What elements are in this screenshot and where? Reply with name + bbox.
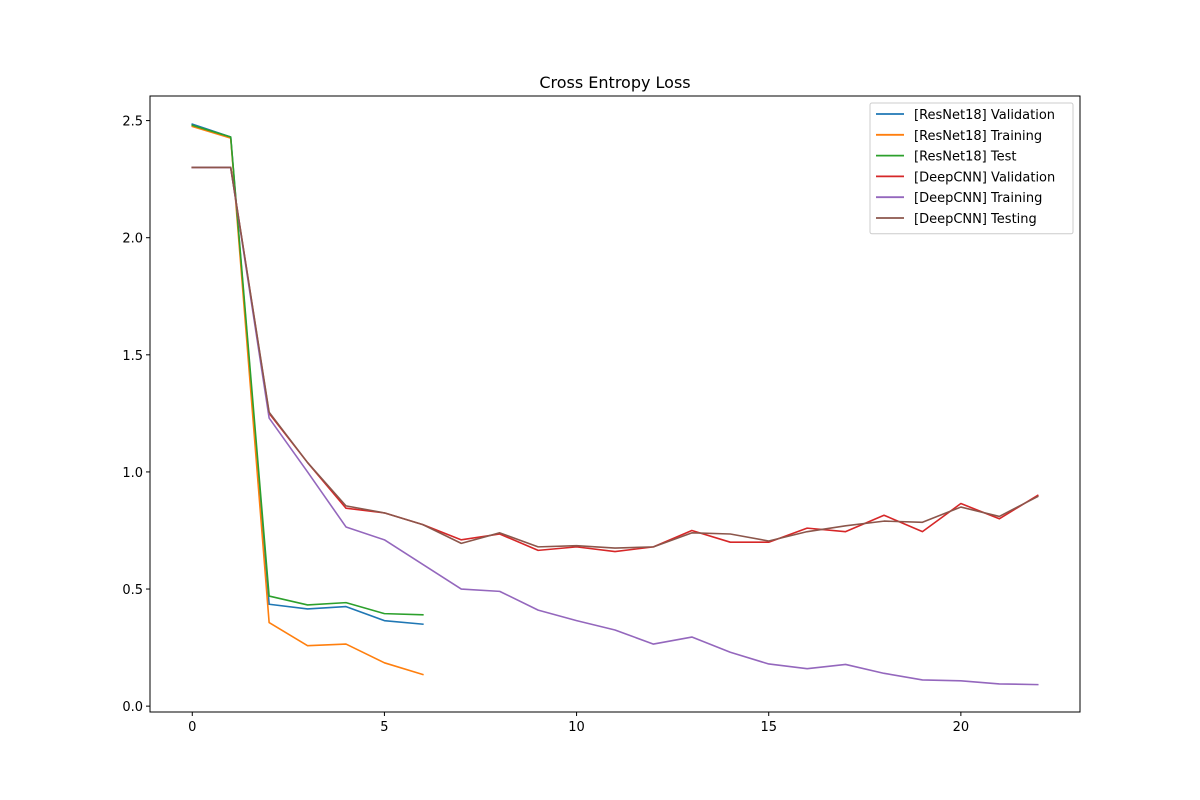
y-tick-label: 2.5: [122, 115, 143, 130]
legend-label-1: [ResNet18] Training: [914, 129, 1042, 144]
chart-title: Cross Entropy Loss: [539, 73, 690, 92]
y-tick-label: 1.5: [122, 349, 143, 364]
legend: [ResNet18] Validation [ResNet18] Training…: [869, 102, 1074, 235]
x-tick-label: 0: [188, 720, 196, 735]
legend-box: [869, 102, 1074, 235]
legend-label-2: [ResNet18] Test: [914, 150, 1016, 165]
x-tick-label: 20: [953, 720, 970, 735]
x-tick-label: 15: [760, 720, 777, 735]
y-tick-label: 0.0: [122, 700, 143, 715]
x-tick-label: 10: [568, 720, 585, 735]
legend-label-4: [DeepCNN] Training: [914, 191, 1042, 206]
plot-lines: [191, 123, 1039, 686]
legend-label-5: [DeepCNN] Testing: [914, 212, 1037, 227]
y-tick-label: 0.5: [122, 583, 143, 598]
plot-frame: [149, 95, 1081, 713]
series-line-2: [191, 124, 424, 616]
series-line-5: [191, 166, 1039, 549]
legend-label-0: [ResNet18] Validation: [914, 108, 1055, 123]
legend-label-3: [DeepCNN] Validation: [914, 170, 1055, 185]
series-line-4: [191, 166, 1039, 686]
y-tick-label: 1.0: [122, 466, 143, 481]
y-axis: 0.0 0.5 1.0 1.5 2.0 2.5: [122, 115, 150, 715]
x-tick-label: 5: [380, 720, 388, 735]
x-axis: 0 5 10 15 20: [188, 712, 969, 735]
y-tick-label: 2.0: [122, 232, 143, 247]
